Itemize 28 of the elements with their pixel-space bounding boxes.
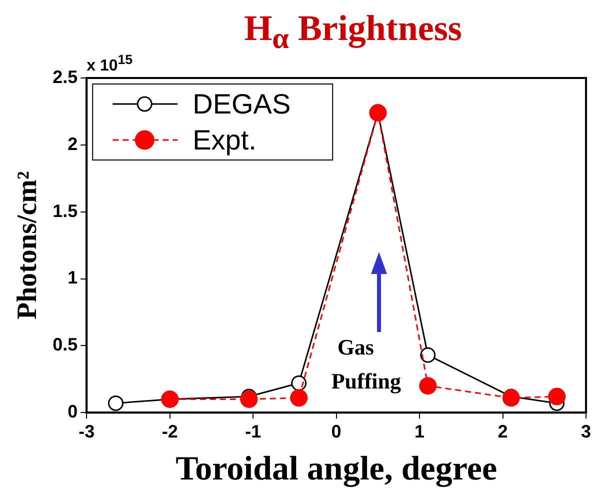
x-tick-label: 0 — [331, 421, 342, 442]
x-tick-label: 2 — [498, 421, 508, 442]
x-tick-label: -1 — [245, 421, 262, 442]
x-tick-label: 1 — [414, 421, 425, 442]
point — [290, 389, 308, 407]
point — [108, 395, 124, 411]
point — [420, 347, 436, 363]
y-axis-title: Photons/cm² — [12, 171, 44, 320]
y-tick-label: 2.5 — [52, 66, 78, 87]
y-tick-label: 1.5 — [52, 200, 78, 221]
x-tick-label: 3 — [580, 421, 592, 442]
legend-label: Expt. — [192, 124, 256, 156]
x-tick-label: -3 — [78, 421, 95, 442]
legend-label: DEGAS — [192, 88, 291, 120]
y-tick-label: 1 — [68, 268, 78, 288]
point — [240, 390, 258, 408]
y-tick-label: 0.5 — [52, 334, 78, 355]
chart-title: H$_{α}$ Brightness — [244, 8, 462, 56]
point — [548, 388, 566, 406]
point — [291, 375, 307, 391]
x-tick-label: -2 — [162, 421, 178, 442]
annotation: Gas Puffing — [331, 334, 402, 394]
y-tick-label: 2 — [68, 134, 78, 154]
text: x 10$^{15}$ — [86, 52, 133, 76]
x-axis-title: Toroidal angle, degree — [176, 450, 498, 488]
point — [419, 377, 437, 395]
point — [502, 389, 520, 407]
y-tick-label: 0 — [68, 402, 78, 422]
